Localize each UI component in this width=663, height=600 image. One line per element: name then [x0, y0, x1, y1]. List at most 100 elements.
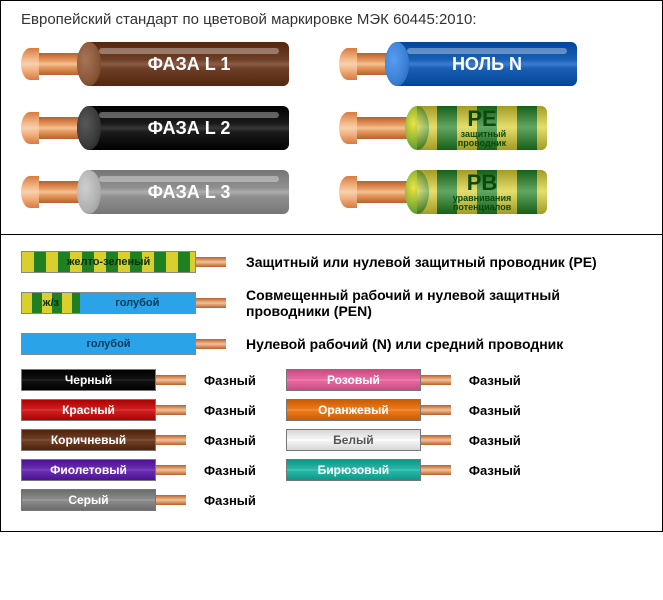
phase-color-bar: Коричневый [21, 429, 156, 451]
phase-row: Розовый Фазный [286, 369, 521, 391]
highlight [99, 48, 279, 54]
insulation: ФАЗА L 1 [89, 42, 289, 86]
cable: НОЛЬ N [339, 42, 577, 86]
phase-colors-right: РозовыйФазныйОранжевыйФазныйБелыйФазныйБ… [286, 369, 521, 511]
phase-color-bar: Бирюзовый [286, 459, 421, 481]
cable: ФАЗА L 2 [21, 106, 289, 150]
legend-bar: голубой [21, 333, 196, 355]
copper-tip-icon [156, 495, 186, 505]
phase-row: Фиолетовый Фазный [21, 459, 256, 481]
insulation-striped: PBуравниванияпотенциалов [417, 170, 547, 214]
phase-color-bar: Оранжевый [286, 399, 421, 421]
phase-type-label: Фазный [204, 463, 256, 478]
cable-label: НОЛЬ N [452, 54, 522, 75]
cable-label: ФАЗА L 3 [148, 182, 231, 203]
standard-panel: Европейский стандарт по цветовой маркиро… [1, 1, 662, 234]
phase-type-label: Фазный [469, 403, 521, 418]
legend-description: Защитный или нулевой защитный проводник … [246, 254, 642, 270]
phase-bar-wrap: Фиолетовый [21, 459, 186, 481]
phase-type-label: Фазный [469, 373, 521, 388]
legend-description: Нулевой рабочий (N) или средний проводни… [246, 336, 642, 352]
root-panel: Европейский стандарт по цветовой маркиро… [0, 0, 663, 532]
copper-tip-icon [339, 112, 357, 144]
phase-bar-wrap: Бирюзовый [286, 459, 451, 481]
copper-tip-icon [421, 405, 451, 415]
copper-tip-icon [421, 435, 451, 445]
legend-panel: желто-зеленый Защитный или нулевой защитн… [1, 234, 662, 531]
copper-tip-icon [421, 465, 451, 475]
cable-label: ФАЗА L 2 [148, 118, 231, 139]
phase-type-label: Фазный [469, 433, 521, 448]
cable-striped: PBуравниванияпотенциалов [339, 170, 577, 214]
phase-color-bar: Фиолетовый [21, 459, 156, 481]
copper-tip-icon [21, 112, 39, 144]
phase-bar-wrap: Розовый [286, 369, 451, 391]
phase-type-label: Фазный [204, 373, 256, 388]
copper-tip-icon [156, 435, 186, 445]
cable-striped: PEзащитныйпроводник [339, 106, 577, 150]
insulation-striped: PEзащитныйпроводник [417, 106, 547, 150]
legend-segment: голубой [22, 334, 195, 354]
phase-color-bar: Белый [286, 429, 421, 451]
legend-segment: голубой [80, 293, 195, 313]
protective-cables-column: НОЛЬ N PEзащитныйпроводник PBуравниванияпо… [339, 42, 577, 214]
page-title: Европейский стандарт по цветовой маркиро… [21, 11, 642, 28]
legend-description: Совмещенный рабочий и нулевой защитный п… [246, 287, 642, 319]
copper-tip-icon [156, 465, 186, 475]
phase-colors-grid: Черный Фазный Красный Фазный Коричневый Фазны… [21, 369, 642, 511]
legend-segment: желто-зеленый [22, 252, 195, 272]
phase-type-label: Фазный [204, 403, 256, 418]
phase-bar-wrap: Коричневый [21, 429, 186, 451]
phase-row: Коричневый Фазный [21, 429, 256, 451]
copper-tip-icon [339, 176, 357, 208]
pe-pen-n-legend: желто-зеленый Защитный или нулевой защитн… [21, 251, 642, 355]
highlight [407, 48, 567, 54]
phase-color-bar: Черный [21, 369, 156, 391]
legend-row: голубой Нулевой рабочий (N) или средний п… [21, 333, 642, 355]
insulation-cap-icon [77, 42, 101, 86]
insulation: ФАЗА L 2 [89, 106, 289, 150]
phase-bar-wrap: Оранжевый [286, 399, 451, 421]
phase-row: Белый Фазный [286, 429, 521, 451]
copper-tip-icon [196, 257, 226, 267]
phase-type-label: Фазный [204, 433, 256, 448]
main-cable-grid: ФАЗА L 1 ФАЗА L 2 ФАЗА L 3 НОЛЬ N PEзащитны… [21, 42, 642, 214]
legend-segment: ж/з [22, 293, 80, 313]
cable-label: PB [467, 172, 498, 194]
cable-label: PE [467, 108, 496, 130]
phase-colors-left: Черный Фазный Красный Фазный Коричневый Фазны… [21, 369, 256, 511]
phase-type-label: Фазный [469, 463, 521, 478]
phase-type-label: Фазный [204, 493, 256, 508]
phase-color-bar: Серый [21, 489, 156, 511]
cable: ФАЗА L 1 [21, 42, 289, 86]
phase-row: Оранжевый Фазный [286, 399, 521, 421]
phase-bar-wrap: Черный [21, 369, 186, 391]
highlight [99, 176, 279, 182]
copper-tip-icon [196, 339, 226, 349]
copper-tip-icon [421, 375, 451, 385]
cable-sublabel: защитныйпроводник [458, 130, 506, 148]
highlight [99, 112, 279, 118]
phase-bar-wrap: Белый [286, 429, 451, 451]
phase-bar-wrap: Серый [21, 489, 186, 511]
insulation-cap-icon [77, 170, 101, 214]
legend-bar: ж/зголубой [21, 292, 196, 314]
cable: ФАЗА L 3 [21, 170, 289, 214]
phase-color-bar: Розовый [286, 369, 421, 391]
cable-sublabel: уравниванияпотенциалов [453, 194, 512, 212]
copper-tip-icon [156, 405, 186, 415]
phase-row: Бирюзовый Фазный [286, 459, 521, 481]
phase-color-bar: Красный [21, 399, 156, 421]
insulation: ФАЗА L 3 [89, 170, 289, 214]
copper-tip-icon [21, 176, 39, 208]
phase-cables-column: ФАЗА L 1 ФАЗА L 2 ФАЗА L 3 [21, 42, 289, 214]
copper-tip-icon [339, 48, 357, 80]
phase-row: Серый Фазный [21, 489, 256, 511]
copper-tip-icon [156, 375, 186, 385]
insulation-cap-icon [385, 42, 409, 86]
phase-row: Черный Фазный [21, 369, 256, 391]
phase-bar-wrap: Красный [21, 399, 186, 421]
copper-tip-icon [196, 298, 226, 308]
insulation-cap-icon [77, 106, 101, 150]
phase-row: Красный Фазный [21, 399, 256, 421]
